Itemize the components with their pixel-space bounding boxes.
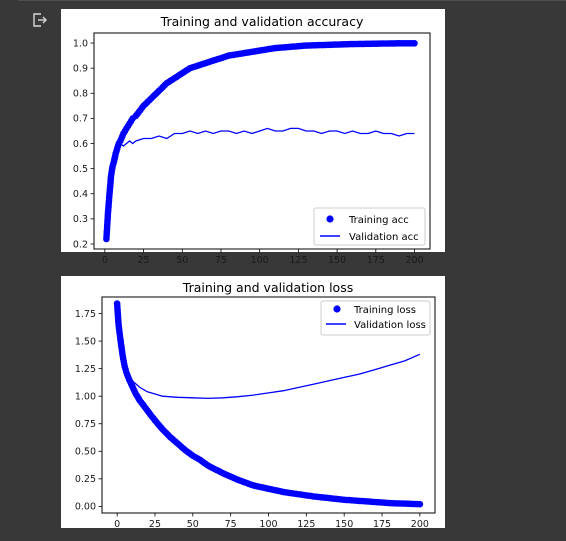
loss-y-tick-label: 1.25: [75, 364, 96, 375]
accuracy-x-tick-label: 25: [138, 255, 150, 266]
accuracy-y-tick-label: 0.3: [73, 214, 88, 225]
loss-y-tick-label: 1.75: [75, 309, 96, 320]
accuracy-y-tick-label: 0.8: [73, 89, 88, 100]
accuracy-x-tick-label: 175: [367, 255, 385, 266]
loss-x-tick-label: 125: [297, 519, 315, 530]
loss-legend-box: [320, 300, 431, 336]
loss-y-tick-label: 0.00: [75, 502, 96, 513]
loss-chart-title: Training and validation loss: [182, 280, 353, 295]
accuracy-y-tick-label: 0.7: [73, 114, 88, 125]
loss-x-tick-label: 75: [225, 519, 237, 530]
loss-series: [113, 300, 424, 508]
training-acc-legend-marker: [326, 215, 334, 223]
cell-divider: [18, 0, 566, 1]
accuracy-x-tick-label: 125: [289, 255, 307, 266]
validation-acc-line: [105, 127, 415, 204]
training-acc-point: [411, 40, 418, 47]
loss-y-tick-label: 0.75: [75, 419, 96, 430]
accuracy-x-tick-label: 100: [251, 255, 269, 266]
accuracy-y-tick-label: 0.6: [73, 139, 88, 150]
accuracy-legend: Training acc Validation acc: [313, 207, 426, 246]
loss-x-tick-label: 200: [411, 519, 429, 530]
loss-x-tick-label: 100: [259, 519, 277, 530]
accuracy-x-tick-label: 200: [405, 255, 423, 266]
validation-acc-legend-label: Validation acc: [349, 232, 419, 243]
loss-x-tick-label: 0: [114, 519, 120, 530]
loss-y-tick-label: 0.50: [75, 447, 96, 458]
loss-axis-ticks: 0 25 50 75 100 125 150 175 200 0.00 0.25 0.50 0.75 1.…: [75, 309, 429, 530]
loss-x-tick-label: 150: [335, 519, 353, 530]
validation-loss-legend-label: Validation loss: [354, 320, 426, 331]
training-loss-legend-marker: [333, 305, 341, 313]
accuracy-chart: Training and validation accuracy 0 25 50 75…: [61, 9, 445, 266]
training-loss-point: [416, 500, 424, 508]
loss-chart: Training and validation loss 0 25 50 75 100 1…: [61, 276, 445, 530]
loss-x-tick-label: 175: [373, 519, 391, 530]
accuracy-x-tick-label: 75: [215, 255, 227, 266]
loss-x-tick-label: 50: [187, 519, 199, 530]
loss-y-tick-label: 0.25: [75, 474, 96, 485]
accuracy-y-tick-label: 0.4: [73, 189, 88, 200]
accuracy-x-tick-label: 150: [328, 255, 346, 266]
accuracy-x-tick-label: 0: [102, 255, 108, 266]
accuracy-axis-ticks: 0 25 50 75 100 125 150 175 200 0.2 0.3 0.4 0.5 0.6 0.7…: [73, 38, 424, 266]
training-loss-legend-label: Training loss: [353, 305, 416, 316]
loss-y-tick-label: 1.00: [75, 391, 96, 402]
validation-loss-line: [124, 353, 421, 400]
accuracy-y-tick-label: 0.5: [73, 164, 88, 175]
training-acc-legend-label: Training acc: [348, 215, 409, 226]
loss-x-tick-label: 25: [149, 519, 161, 530]
output-redirect-icon[interactable]: [31, 11, 49, 29]
accuracy-y-tick-label: 0.2: [73, 239, 88, 250]
loss-y-tick-label: 1.50: [75, 336, 96, 347]
accuracy-y-tick-label: 1.0: [73, 38, 88, 49]
accuracy-chart-title: Training and validation accuracy: [160, 14, 364, 29]
accuracy-y-tick-label: 0.9: [73, 63, 88, 74]
accuracy-series: [103, 40, 418, 243]
accuracy-legend-box: [313, 207, 426, 246]
loss-legend: Training loss Validation loss: [320, 300, 431, 336]
accuracy-x-tick-label: 50: [176, 255, 188, 266]
